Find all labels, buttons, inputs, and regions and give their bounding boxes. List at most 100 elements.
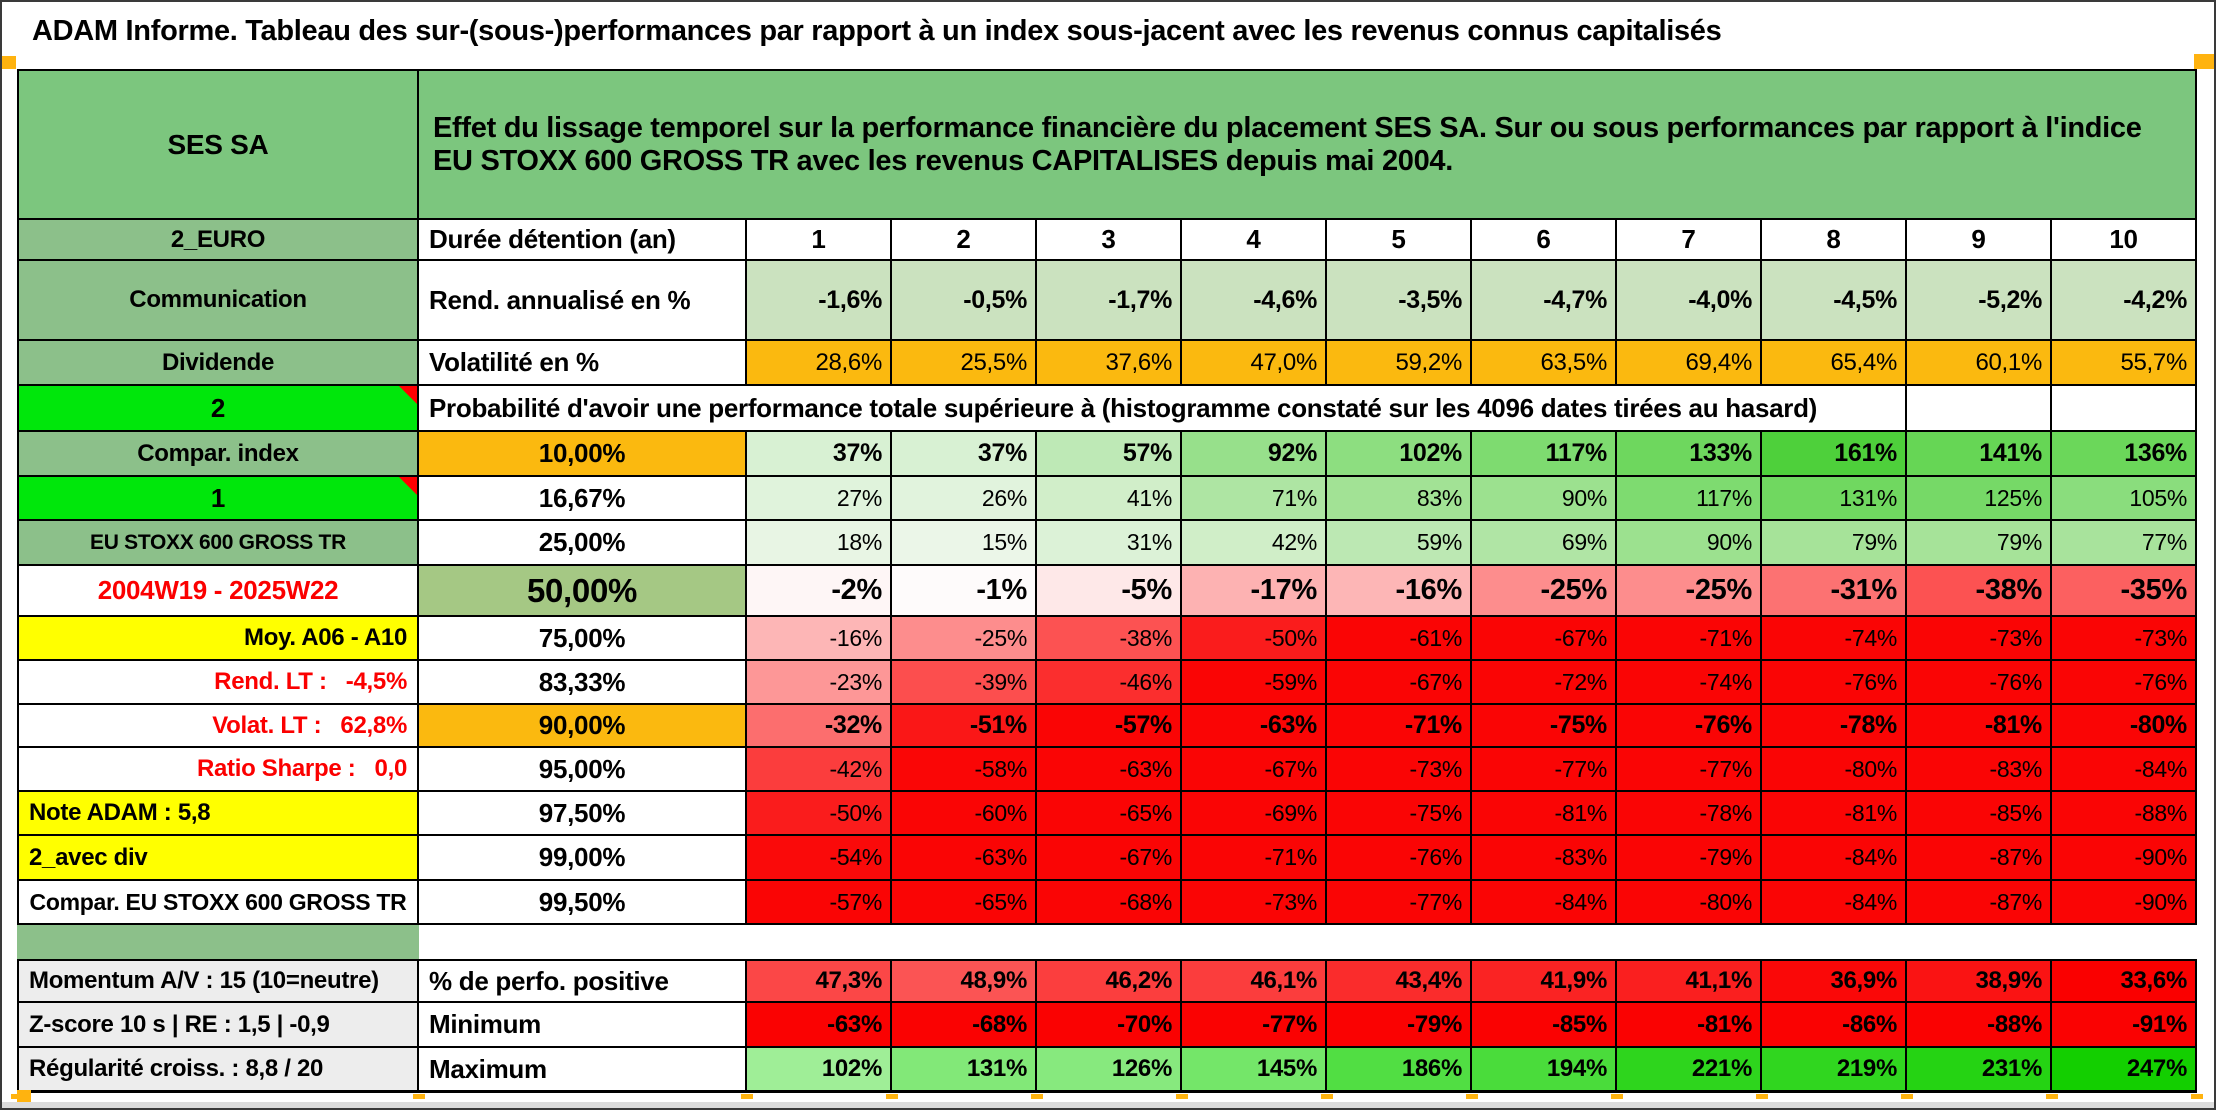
prob-value-r4-y3[interactable]: -5% [1037, 566, 1182, 617]
prob-label-7[interactable]: Volat. LT : 62,8% [17, 705, 419, 748]
prob-threshold-11[interactable]: 99,50% [419, 881, 747, 925]
annualised-return-y4[interactable]: -4,6% [1182, 261, 1327, 341]
annualised-return-y7[interactable]: -4,0% [1617, 261, 1762, 341]
prob-value-r8-y9[interactable]: -83% [1907, 748, 2052, 792]
prob-value-r9-y8[interactable]: -81% [1762, 792, 1907, 836]
prob-threshold-9[interactable]: 97,50% [419, 792, 747, 836]
annualised-return-y8[interactable]: -4,5% [1762, 261, 1907, 341]
prob-value-r6-y4[interactable]: -59% [1182, 661, 1327, 705]
volatility-y2[interactable]: 25,5% [892, 341, 1037, 386]
prob-value-r3-y9[interactable]: 79% [1907, 521, 2052, 566]
summary-value-r1-y5[interactable]: 43,4% [1327, 959, 1472, 1003]
prob-value-r7-y7[interactable]: -76% [1617, 705, 1762, 748]
col-header-9[interactable]: 9 [1907, 220, 2052, 261]
prob-threshold-2[interactable]: 16,67% [419, 477, 747, 521]
duration-header-cell[interactable]: Durée détention (an) [419, 220, 747, 261]
summary-value-r3-y5[interactable]: 186% [1327, 1048, 1472, 1093]
summary-metric-2[interactable]: Minimum [419, 1003, 747, 1048]
prob-value-r8-y4[interactable]: -67% [1182, 748, 1327, 792]
label-communication[interactable]: Communication [17, 261, 419, 341]
prob-value-r10-y8[interactable]: -84% [1762, 836, 1907, 881]
prob-value-r6-y3[interactable]: -46% [1037, 661, 1182, 705]
annualised-return-y9[interactable]: -5,2% [1907, 261, 2052, 341]
annualised-return-y5[interactable]: -3,5% [1327, 261, 1472, 341]
prob-value-r2-y10[interactable]: 105% [2052, 477, 2197, 521]
prob-value-r3-y5[interactable]: 59% [1327, 521, 1472, 566]
prob-value-r4-y9[interactable]: -38% [1907, 566, 2052, 617]
prob-value-r9-y3[interactable]: -65% [1037, 792, 1182, 836]
summary-value-r1-y1[interactable]: 47,3% [747, 959, 892, 1003]
volatility-y8[interactable]: 65,4% [1762, 341, 1907, 386]
prob-value-r6-y7[interactable]: -74% [1617, 661, 1762, 705]
prob-value-r1-y8[interactable]: 161% [1762, 432, 1907, 477]
prob-value-r10-y2[interactable]: -63% [892, 836, 1037, 881]
summary-value-r2-y4[interactable]: -77% [1182, 1003, 1327, 1048]
probability-note-cell[interactable]: Probabilité d'avoir une performance tota… [419, 386, 1907, 432]
prob-value-r5-y6[interactable]: -67% [1472, 617, 1617, 661]
prob-label-4[interactable]: 2004W19 - 2025W22 [17, 566, 419, 617]
volatility-y10[interactable]: 55,7% [2052, 341, 2197, 386]
prob-label-10[interactable]: 2_avec div [17, 836, 419, 881]
volatility-y1[interactable]: 28,6% [747, 341, 892, 386]
summary-value-r3-y1[interactable]: 102% [747, 1048, 892, 1093]
annualised-return-y2[interactable]: -0,5% [892, 261, 1037, 341]
prob-value-r7-y8[interactable]: -78% [1762, 705, 1907, 748]
volatility-y4[interactable]: 47,0% [1182, 341, 1327, 386]
col-header-10[interactable]: 10 [2052, 220, 2197, 261]
prob-value-r8-y7[interactable]: -77% [1617, 748, 1762, 792]
prob-value-r10-y4[interactable]: -71% [1182, 836, 1327, 881]
prob-value-r3-y6[interactable]: 69% [1472, 521, 1617, 566]
volatility-header[interactable]: Volatilité en % [419, 341, 747, 386]
prob-value-r6-y5[interactable]: -67% [1327, 661, 1472, 705]
prob-value-r2-y7[interactable]: 117% [1617, 477, 1762, 521]
col-header-2[interactable]: 2 [892, 220, 1037, 261]
prob-value-r8-y1[interactable]: -42% [747, 748, 892, 792]
prob-value-r1-y2[interactable]: 37% [892, 432, 1037, 477]
prob-value-r10-y5[interactable]: -76% [1327, 836, 1472, 881]
prob-value-r9-y7[interactable]: -78% [1617, 792, 1762, 836]
prob-value-r11-y6[interactable]: -84% [1472, 881, 1617, 925]
prob-value-r6-y9[interactable]: -76% [1907, 661, 2052, 705]
summary-value-r2-y5[interactable]: -79% [1327, 1003, 1472, 1048]
volatility-y3[interactable]: 37,6% [1037, 341, 1182, 386]
prob-value-r8-y5[interactable]: -73% [1327, 748, 1472, 792]
prob-value-r1-y6[interactable]: 117% [1472, 432, 1617, 477]
summary-value-r2-y8[interactable]: -86% [1762, 1003, 1907, 1048]
summary-value-r2-y3[interactable]: -70% [1037, 1003, 1182, 1048]
summary-label-2[interactable]: Z-score 10 s | RE : 1,5 | -0,9 [17, 1003, 419, 1048]
summary-value-r1-y7[interactable]: 41,1% [1617, 959, 1762, 1003]
prob-value-r2-y6[interactable]: 90% [1472, 477, 1617, 521]
prob-value-r2-y8[interactable]: 131% [1762, 477, 1907, 521]
summary-value-r3-y7[interactable]: 221% [1617, 1048, 1762, 1093]
prob-value-r4-y7[interactable]: -25% [1617, 566, 1762, 617]
prob-value-r5-y7[interactable]: -71% [1617, 617, 1762, 661]
prob-value-r5-y9[interactable]: -73% [1907, 617, 2052, 661]
prob-label-5[interactable]: Moy. A06 - A10 [17, 617, 419, 661]
prob-value-r1-y1[interactable]: 37% [747, 432, 892, 477]
volatility-y9[interactable]: 60,1% [1907, 341, 2052, 386]
col-header-1[interactable]: 1 [747, 220, 892, 261]
prob-value-r1-y4[interactable]: 92% [1182, 432, 1327, 477]
col-header-7[interactable]: 7 [1617, 220, 1762, 261]
prob-value-r9-y4[interactable]: -69% [1182, 792, 1327, 836]
summary-value-r1-y2[interactable]: 48,9% [892, 959, 1037, 1003]
volatility-y5[interactable]: 59,2% [1327, 341, 1472, 386]
summary-value-r3-y3[interactable]: 126% [1037, 1048, 1182, 1093]
prob-value-r5-y5[interactable]: -61% [1327, 617, 1472, 661]
prob-value-r2-y3[interactable]: 41% [1037, 477, 1182, 521]
prob-value-r3-y4[interactable]: 42% [1182, 521, 1327, 566]
prob-label-11[interactable]: Compar. EU STOXX 600 GROSS TR [17, 881, 419, 925]
summary-metric-1[interactable]: % de perfo. positive [419, 959, 747, 1003]
summary-value-r1-y6[interactable]: 41,9% [1472, 959, 1617, 1003]
col-header-6[interactable]: 6 [1472, 220, 1617, 261]
prob-value-r2-y1[interactable]: 27% [747, 477, 892, 521]
prob-threshold-1[interactable]: 10,00% [419, 432, 747, 477]
summary-value-r2-y2[interactable]: -68% [892, 1003, 1037, 1048]
prob-value-r8-y6[interactable]: -77% [1472, 748, 1617, 792]
col-header-3[interactable]: 3 [1037, 220, 1182, 261]
prob-value-r1-y5[interactable]: 102% [1327, 432, 1472, 477]
prob-value-r11-y7[interactable]: -80% [1617, 881, 1762, 925]
prob-value-r4-y5[interactable]: -16% [1327, 566, 1472, 617]
col-header-5[interactable]: 5 [1327, 220, 1472, 261]
annualised-return-y10[interactable]: -4,2% [2052, 261, 2197, 341]
